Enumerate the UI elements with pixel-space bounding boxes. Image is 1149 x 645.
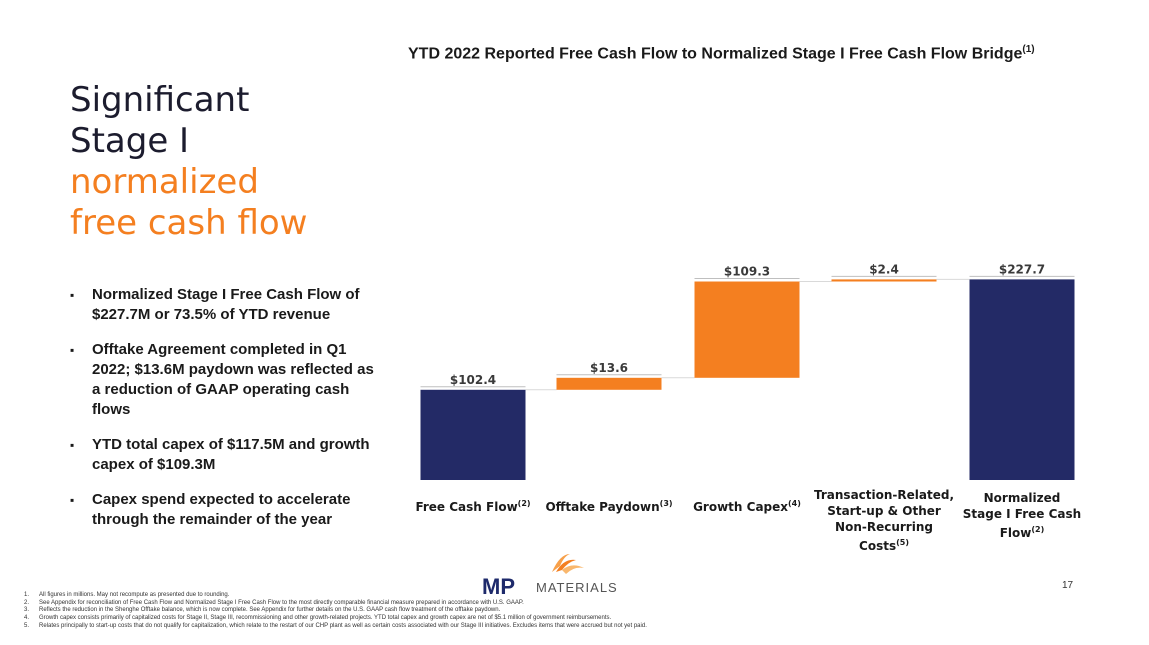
value-label: $109.3 bbox=[724, 265, 770, 279]
footnote: 1. All figures in millions. May not recom… bbox=[24, 592, 230, 598]
mp-materials-logo-icon bbox=[552, 554, 584, 574]
bullet-item: Normalized Stage I Free Cash Flow of $22… bbox=[70, 285, 380, 325]
footnote: 5. Relates principally to start-up costs … bbox=[24, 622, 647, 629]
value-label: $2.4 bbox=[869, 262, 899, 276]
footnotes: 1. All figures in millions. May not recom… bbox=[24, 592, 1124, 631]
bar-4 bbox=[831, 279, 937, 282]
title-line-2: Stage I bbox=[70, 121, 190, 161]
footnote: 4. Growth capex consists primarily of cap… bbox=[24, 615, 612, 622]
bullet-item: Capex spend expected to accelerate throu… bbox=[70, 490, 380, 530]
slide-title: Significant Stage I normalized free cash… bbox=[70, 80, 307, 244]
value-label: $102.4 bbox=[450, 373, 496, 387]
footnote: 3. Reflects the reduction in the Shenghe … bbox=[24, 607, 501, 614]
bar-2 bbox=[556, 377, 662, 390]
value-label: $227.7 bbox=[999, 262, 1045, 276]
page-number: 17 bbox=[1062, 580, 1074, 591]
title-line-3: normalized bbox=[70, 162, 259, 202]
title-line-1: Significant bbox=[70, 80, 250, 120]
bar-1 bbox=[420, 389, 526, 480]
bullet-item: Offtake Agreement completed in Q1 2022; … bbox=[70, 340, 380, 420]
category-label: Free Cash Flow(2) bbox=[415, 499, 531, 514]
footnote: 2. See Appendix for reconciliation of Fre… bbox=[24, 599, 524, 606]
chart-title-footnote: (1) bbox=[1022, 44, 1035, 55]
logo-letters: MP bbox=[482, 574, 515, 599]
waterfall-chart: $102.4 $13.6 $109.3 $2.4 $227.7 bbox=[420, 262, 1075, 480]
category-label: Growth Capex(4) bbox=[693, 499, 801, 514]
logo-word: MATERIALS bbox=[536, 580, 618, 595]
title-line-4: free cash flow bbox=[70, 203, 308, 243]
bar-5 bbox=[969, 279, 1075, 480]
bar-3 bbox=[694, 281, 800, 378]
value-label: $13.6 bbox=[590, 361, 628, 375]
chart-title-text: YTD 2022 Reported Free Cash Flow to Norm… bbox=[408, 45, 1023, 63]
chart-title: YTD 2022 Reported Free Cash Flow to Norm… bbox=[408, 44, 1035, 63]
category-label: Offtake Paydown(3) bbox=[545, 499, 673, 514]
category-label: Normalized Stage I Free Cash Flow(2) bbox=[962, 491, 1082, 540]
bullet-list: Normalized Stage I Free Cash Flow of $22… bbox=[70, 285, 380, 545]
bullet-item: YTD total capex of $117.5M and growth ca… bbox=[70, 435, 380, 475]
category-label: Transaction-Related, Start-up & Other No… bbox=[814, 488, 955, 553]
